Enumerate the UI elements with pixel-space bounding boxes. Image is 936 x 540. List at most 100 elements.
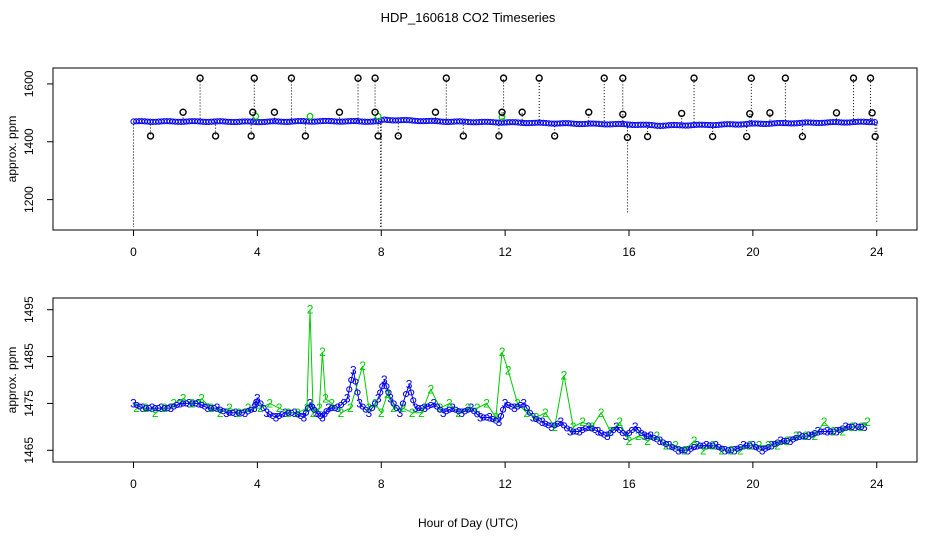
series-3-sample xyxy=(383,383,390,390)
series-3-sample xyxy=(669,444,676,451)
series-3-sample xyxy=(706,442,713,449)
series-3-sample xyxy=(755,445,763,452)
outlier-point xyxy=(677,109,686,118)
series-3-sample xyxy=(192,400,199,407)
series-3-sample xyxy=(542,420,549,427)
series-2-point: 2 xyxy=(245,401,252,415)
series-3-sample xyxy=(771,440,778,448)
series-3-sample xyxy=(253,398,260,405)
series-3-point: 3 xyxy=(440,406,447,420)
series-3-sample xyxy=(480,414,487,421)
series-3-sample xyxy=(288,409,295,416)
series-2-point: 2 xyxy=(427,382,434,396)
y-tick-label: 1495 xyxy=(22,296,36,323)
series-3-point: 3 xyxy=(344,392,351,406)
series-3-point: 3 xyxy=(595,425,602,439)
series-3-sample xyxy=(601,431,608,438)
series-3-sample xyxy=(348,376,355,384)
series-3-sample xyxy=(390,400,397,407)
series-3-sample xyxy=(393,405,400,412)
series-3-sample xyxy=(610,426,617,434)
series-2-point: 2 xyxy=(384,387,391,401)
series-3-point: 3 xyxy=(511,401,518,415)
series-3-sample xyxy=(802,433,809,440)
series-2-point: 2 xyxy=(372,396,379,410)
series-3-sample xyxy=(728,447,735,454)
series-3-sample xyxy=(855,423,862,430)
series-3-point: 3 xyxy=(366,406,373,420)
series-3-sample xyxy=(625,430,633,437)
series-3-point: 3 xyxy=(356,396,363,410)
series-2-point: 2 xyxy=(152,406,159,420)
outlier-point xyxy=(585,108,593,116)
series-3-sample xyxy=(752,444,760,451)
series-3-sample xyxy=(418,405,425,412)
outlier-point xyxy=(459,132,468,140)
series-3-sample xyxy=(229,409,236,416)
series-2-point: 2 xyxy=(533,410,540,424)
y-tick-label: 1200 xyxy=(22,186,36,213)
series-3-sample xyxy=(780,437,787,445)
series-2-point: 2 xyxy=(455,406,462,420)
series-3-sample xyxy=(687,445,695,452)
series-3-sample xyxy=(136,403,143,410)
series-3-point: 3 xyxy=(861,420,868,434)
series-3-sample xyxy=(207,405,215,412)
series-3-sample xyxy=(266,411,273,418)
outlier-point xyxy=(690,74,698,82)
series-2-point: 2 xyxy=(359,359,366,373)
series-3-sample xyxy=(275,412,283,420)
series-3-point: 3 xyxy=(520,396,527,410)
series-2-point: 2 xyxy=(728,443,735,457)
series-line-3 xyxy=(133,370,865,451)
outlier-point xyxy=(301,132,310,140)
series-3-sample xyxy=(359,403,366,410)
series-2-point: 2 xyxy=(821,415,828,429)
series-3-sample xyxy=(248,406,255,413)
series-3-sample xyxy=(737,444,744,451)
series-2-point: 2 xyxy=(310,406,317,420)
series-3-point: 3 xyxy=(167,401,174,415)
series-3-sample xyxy=(446,406,453,413)
series-3-sample xyxy=(724,447,732,454)
series-2-point: 2 xyxy=(483,396,490,410)
series-2-point: 2 xyxy=(437,401,444,415)
series-3-sample xyxy=(244,408,252,415)
series-2-point: 2 xyxy=(505,364,512,378)
series-3-point: 3 xyxy=(530,410,537,424)
outlier-point xyxy=(619,74,627,82)
outlier-point xyxy=(371,108,379,116)
x-tick-label: 16 xyxy=(622,477,636,491)
series-3-sample xyxy=(563,425,571,432)
series-2-point: 2 xyxy=(719,443,726,457)
series-3-sample xyxy=(492,417,499,424)
series-3-sample xyxy=(377,389,384,396)
series-2-point: 2 xyxy=(784,434,791,448)
series-2-point: 2 xyxy=(864,415,871,429)
series-2-point: 2 xyxy=(681,443,688,457)
series-2-point: 2 xyxy=(793,429,800,443)
series-3-sample xyxy=(591,426,599,434)
outlier-point xyxy=(335,108,344,116)
series-3-sample xyxy=(845,423,852,430)
series-3-point: 3 xyxy=(421,401,428,415)
series-3-sample xyxy=(161,405,168,412)
series-3-point: 3 xyxy=(375,392,382,406)
series-3-point: 3 xyxy=(449,401,456,415)
outlier-point xyxy=(619,110,627,118)
series-3-sample xyxy=(746,442,753,449)
series-2-point: 2 xyxy=(226,401,233,415)
series-3-sample xyxy=(257,400,264,407)
series-3-sample xyxy=(210,405,218,412)
series-3-sample xyxy=(368,405,376,412)
outlier-point xyxy=(495,132,503,140)
outlier-point xyxy=(866,74,875,82)
series-3-sample xyxy=(260,405,267,412)
series-2-point: 2 xyxy=(322,392,329,406)
series-2-point: 2 xyxy=(691,434,698,448)
series-3-sample xyxy=(830,428,837,435)
series-3-sample xyxy=(179,400,187,407)
outlier-point xyxy=(442,74,450,82)
series-2-point: 2 xyxy=(266,396,273,410)
series-3-sample xyxy=(526,409,534,416)
